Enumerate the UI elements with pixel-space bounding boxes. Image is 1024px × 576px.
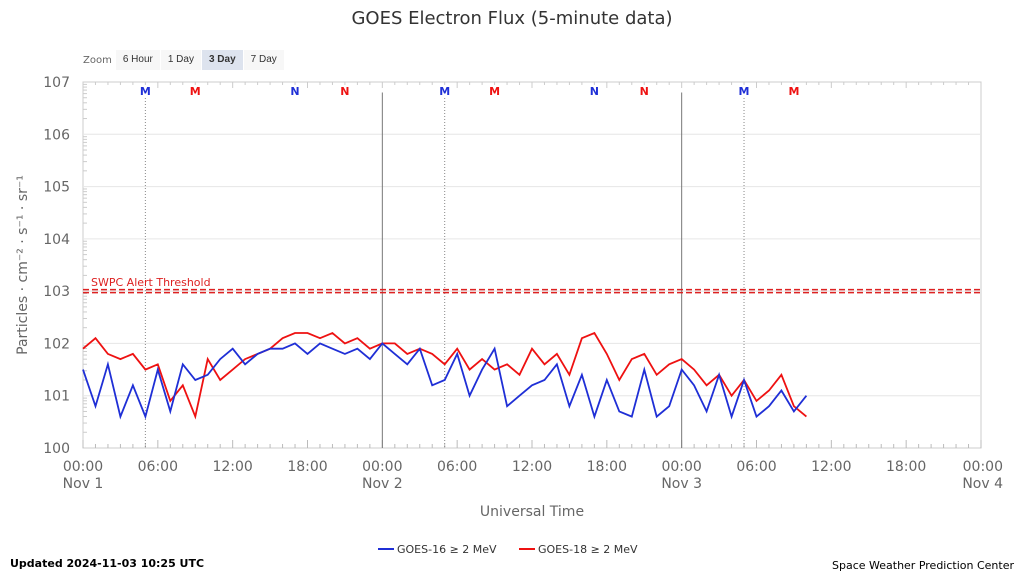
minor-ticks — [82, 82, 982, 448]
event-marker-label: M — [788, 85, 799, 98]
threshold-label: SWPC Alert Threshold — [91, 276, 211, 289]
plot-area — [82, 81, 982, 449]
legend-label-goes-16: GOES-16 ≥ 2 MeV — [397, 543, 497, 556]
event-marker-label: M — [190, 85, 201, 98]
day-boundary-lines — [381, 92, 683, 448]
x-tick-label: 00:00 — [63, 459, 103, 475]
x-tick-date-label: Nov 1 — [63, 476, 104, 492]
legend: GOES-16 ≥ 2 MeV GOES-18 ≥ 2 MeV — [378, 543, 638, 556]
x-tick-label: 12:00 — [212, 459, 252, 475]
legend-item-goes-18[interactable]: GOES-18 ≥ 2 MeV — [519, 543, 638, 556]
zoom-1-day-button[interactable]: 1 Day — [160, 50, 201, 70]
x-tick-label: 06:00 — [138, 459, 178, 475]
y-tick-label: 100 — [43, 441, 70, 457]
event-marker-label: M — [489, 85, 500, 98]
updated-timestamp: Updated 2024-11-03 10:25 UTC — [10, 557, 205, 570]
y-tick-label: 105 — [43, 180, 70, 196]
event-marker-label: N — [340, 85, 349, 98]
zoom-controls: Zoom 6 Hour 1 Day 3 Day 7 Day — [83, 50, 285, 70]
y-axis-label: Particles · cm⁻² · s⁻¹ · sr⁻¹ — [15, 175, 31, 355]
event-marker-lines — [144, 98, 745, 448]
x-tick-label: 06:00 — [437, 459, 477, 475]
credit-text: Space Weather Prediction Center — [832, 559, 1014, 572]
y-tick-label: 103 — [43, 284, 70, 300]
x-tick-date-label: Nov 4 — [962, 476, 1003, 492]
event-marker-label: M — [140, 85, 151, 98]
x-tick-label: 18:00 — [287, 459, 327, 475]
x-tick-label: 12:00 — [811, 459, 851, 475]
y-tick-label: 106 — [43, 127, 70, 143]
x-tick-date-label: Nov 2 — [362, 476, 403, 492]
event-marker-label: N — [640, 85, 649, 98]
chart-title: GOES Electron Flux (5-minute data) — [351, 8, 672, 29]
x-tick-label: 00:00 — [362, 459, 402, 475]
alert-threshold: SWPC Alert Threshold — [83, 276, 981, 294]
zoom-3-day-button[interactable]: 3 Day — [201, 50, 243, 70]
y-tick-label: 101 — [43, 389, 70, 405]
zoom-6-hour-button[interactable]: 6 Hour — [115, 50, 160, 70]
x-tick-label: 18:00 — [886, 459, 926, 475]
y-tick-label: 104 — [43, 232, 70, 248]
event-marker-label: N — [290, 85, 299, 98]
x-tick-label: 18:00 — [587, 459, 627, 475]
legend-item-goes-16[interactable]: GOES-16 ≥ 2 MeV — [378, 543, 497, 556]
event-marker-label: M — [739, 85, 750, 98]
x-tick-label: 12:00 — [512, 459, 552, 475]
y-tick-label: 102 — [43, 336, 70, 352]
x-tick-label: 00:00 — [661, 459, 701, 475]
legend-label-goes-18: GOES-18 ≥ 2 MeV — [538, 543, 638, 556]
x-tick-label: 00:00 — [963, 459, 1003, 475]
y-axis-tick-labels: 100 101 102 103 104 105 106 107 — [43, 75, 70, 457]
x-tick-label: 06:00 — [736, 459, 776, 475]
event-marker-label: N — [590, 85, 599, 98]
zoom-label: Zoom — [83, 54, 112, 66]
event-marker-label: M — [439, 85, 450, 98]
grid-lines — [83, 133, 981, 397]
x-tick-date-label: Nov 3 — [661, 476, 702, 492]
series-line-goes-18 — [82, 331, 807, 420]
x-axis-label: Universal Time — [480, 504, 584, 520]
zoom-7-day-button[interactable]: 7 Day — [243, 50, 284, 70]
series-line-goes-16 — [82, 342, 808, 420]
y-tick-label: 107 — [43, 75, 70, 91]
